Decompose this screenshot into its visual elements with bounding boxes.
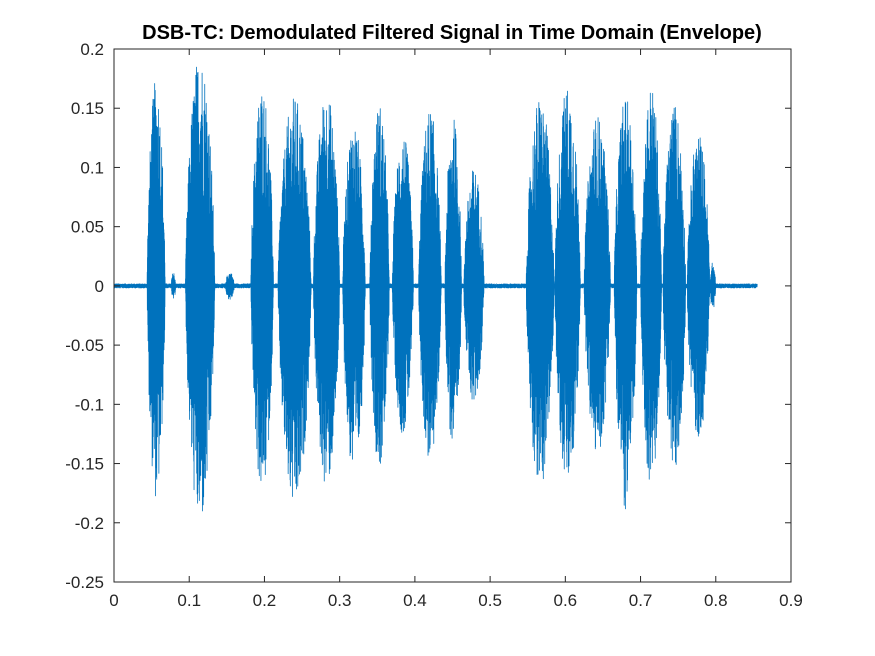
x-tick-label: 0.3 bbox=[328, 591, 352, 610]
y-tick-label: 0.2 bbox=[80, 40, 104, 59]
x-tick-label: 0 bbox=[109, 591, 118, 610]
chart-title: DSB-TC: Demodulated Filtered Signal in T… bbox=[142, 22, 762, 44]
y-tick-label: 0.15 bbox=[71, 99, 104, 118]
axes: 0 0.1 0.2 0.3 0.4 0.5 0.6 0.7 0.8 0.9 -0.25 -0.2 -0.… bbox=[65, 40, 803, 610]
x-tick-label: 0.6 bbox=[554, 591, 578, 610]
signal-series-line bbox=[113, 66, 758, 512]
y-tick-label: -0.1 bbox=[75, 395, 104, 414]
x-tick-label: 0.7 bbox=[629, 591, 653, 610]
x-tick-label: 0.8 bbox=[704, 591, 728, 610]
plot-area bbox=[113, 66, 758, 512]
x-tick-label: 0.4 bbox=[403, 591, 427, 610]
x-tick-label: 0.9 bbox=[779, 591, 803, 610]
y-tick-label: 0 bbox=[95, 277, 104, 296]
x-tick-label: 0.1 bbox=[177, 591, 201, 610]
y-tick-label: -0.05 bbox=[65, 336, 104, 355]
y-tick-label: -0.2 bbox=[75, 514, 104, 533]
y-tick-label: -0.25 bbox=[65, 573, 104, 592]
y-tick-label: 0.05 bbox=[71, 218, 104, 237]
y-tick-label: 0.1 bbox=[80, 158, 104, 177]
y-tick-label: -0.15 bbox=[65, 455, 104, 474]
x-tick-label: 0.5 bbox=[478, 591, 502, 610]
axes-box bbox=[113, 48, 792, 583]
x-tick-label: 0.2 bbox=[253, 591, 277, 610]
